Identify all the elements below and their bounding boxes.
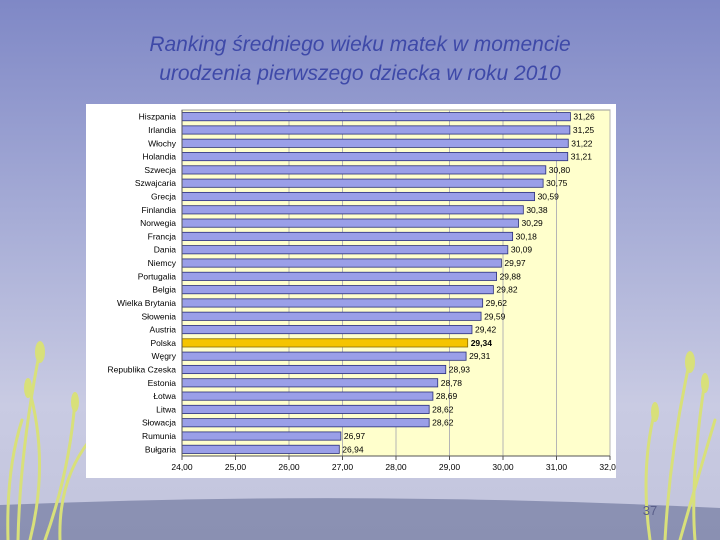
bar	[181, 191, 535, 202]
data-label: 30,59	[538, 192, 560, 202]
slide-title-line-1: Ranking średniego wieku matek w momencie	[149, 33, 571, 56]
bar	[181, 138, 569, 148]
bar	[181, 298, 484, 308]
bar	[181, 165, 547, 175]
x-tick-label: 29,00	[439, 462, 461, 472]
slide-title: Ranking średniego wieku matek w momencie…	[60, 30, 660, 88]
data-label: 31,26	[573, 112, 595, 122]
bar	[181, 205, 524, 215]
x-tick-label: 32,00	[599, 462, 616, 472]
data-label: 30,29	[522, 218, 544, 228]
category-label: Portugalia	[138, 271, 177, 281]
slide-title-line-2: urodzenia pierwszego dziecka w roku 2010	[159, 62, 561, 85]
category-label: Irlandia	[148, 125, 176, 135]
category-label: Grecja	[151, 192, 176, 202]
data-label: 30,18	[516, 231, 538, 241]
data-label: 28,62	[432, 418, 454, 428]
bar	[181, 125, 571, 135]
bar	[181, 418, 430, 428]
x-tick-label: 31,00	[546, 462, 568, 472]
data-label: 26,94	[342, 444, 364, 454]
bar	[181, 178, 544, 188]
data-label: 31,25	[573, 125, 595, 135]
bar	[181, 285, 494, 295]
bar	[181, 245, 509, 255]
bar	[181, 431, 342, 441]
data-label: 29,59	[484, 311, 506, 321]
page-number: 37	[642, 503, 658, 518]
bar	[181, 311, 482, 321]
bar	[181, 271, 497, 281]
category-label: Włochy	[148, 138, 177, 148]
data-label: 30,75	[546, 178, 568, 188]
data-label: 29,97	[504, 258, 526, 268]
category-label: Belgia	[152, 285, 176, 295]
chart-area: 24,00 25,00 26,00 27,00 28,00 29,00 30,00 31,00…	[86, 104, 616, 478]
category-label: Bułgaria	[145, 444, 176, 454]
data-label: 26,97	[344, 431, 366, 441]
category-label: Dania	[154, 245, 176, 255]
data-label: 28,62	[432, 404, 454, 414]
bar	[181, 231, 514, 241]
bar	[181, 218, 519, 228]
category-label: Słowacja	[142, 418, 176, 428]
category-label: Austria	[150, 325, 177, 335]
bar-chart: 24,00 25,00 26,00 27,00 28,00 29,00 30,00 31,00…	[107, 109, 616, 472]
bar	[181, 351, 467, 361]
bar	[181, 258, 502, 268]
category-label: Rumunia	[142, 431, 176, 441]
bar	[181, 391, 434, 401]
bar	[181, 378, 439, 388]
category-label: Litwa	[156, 404, 176, 414]
category-label: Łotwa	[153, 391, 176, 401]
data-label: 30,80	[549, 165, 571, 175]
category-label: Węgry	[151, 351, 176, 361]
category-label: Wielka Brytania	[117, 298, 176, 308]
x-tick-label: 25,00	[225, 462, 247, 472]
x-tick-label: 24,00	[171, 462, 193, 472]
category-label: Republika Czeska	[107, 365, 176, 375]
category-label: Słowenia	[142, 311, 177, 321]
data-label: 29,31	[469, 351, 491, 361]
x-tick-label: 26,00	[278, 462, 300, 472]
data-label: 28,78	[441, 378, 463, 388]
data-label: 29,82	[496, 285, 518, 295]
bar	[181, 112, 571, 122]
data-label: 29,88	[500, 271, 522, 281]
data-label: 31,21	[571, 152, 593, 162]
category-label: Holandia	[142, 152, 176, 162]
x-tick-label: 28,00	[385, 462, 407, 472]
data-label: 30,38	[526, 205, 548, 215]
data-label: 29,62	[486, 298, 508, 308]
category-label: Estonia	[148, 378, 177, 388]
category-label: Hiszpania	[139, 112, 177, 122]
bar	[181, 444, 340, 454]
data-label: 28,69	[436, 391, 458, 401]
data-label: 30,09	[511, 245, 533, 255]
data-label: 29,42	[475, 325, 497, 335]
bar	[181, 404, 430, 414]
data-label: 29,34	[471, 338, 493, 348]
bar	[181, 364, 447, 375]
bar	[181, 152, 569, 162]
category-label: Szwajcaria	[135, 178, 176, 188]
data-label: 28,93	[449, 365, 471, 375]
category-label: Norwegia	[140, 218, 176, 228]
category-label: Szwecja	[144, 165, 176, 175]
data-label: 31,22	[571, 138, 593, 148]
x-tick-label: 27,00	[332, 462, 354, 472]
category-label: Finlandia	[142, 205, 177, 215]
x-tick-label: 30,00	[492, 462, 514, 472]
bar	[181, 338, 469, 348]
category-label: Francja	[148, 231, 177, 241]
category-label: Polska	[150, 338, 176, 348]
bar	[181, 325, 473, 335]
category-label: Niemcy	[148, 258, 177, 268]
